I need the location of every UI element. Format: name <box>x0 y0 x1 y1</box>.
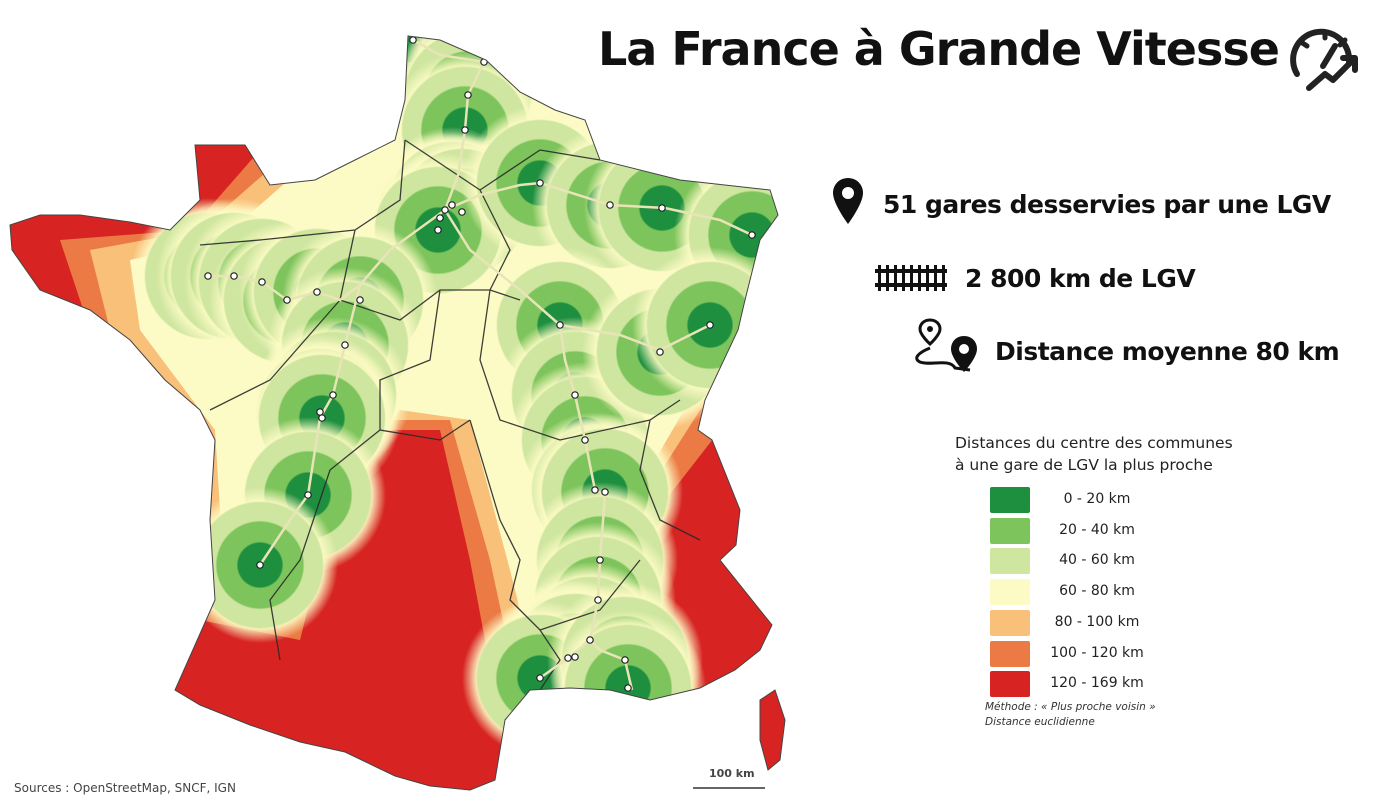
station-marker <box>748 231 756 239</box>
station-marker <box>536 674 544 682</box>
station-marker <box>594 596 602 604</box>
legend-class: 120 - 169 km <box>990 671 1190 698</box>
station-marker <box>441 206 449 214</box>
station-marker <box>356 296 364 304</box>
legend-swatch <box>990 548 1030 575</box>
station-marker <box>258 278 266 286</box>
station-marker <box>283 296 291 304</box>
stat-stations: 51 gares desservies par une LGV <box>883 190 1331 219</box>
legend-title-line2: à une gare de LGV la plus proche <box>955 456 1213 474</box>
scale-label: 100 km <box>709 767 755 780</box>
legend-class: 0 - 20 km <box>990 487 1190 513</box>
legend-swatch <box>990 609 1030 636</box>
station-marker <box>318 414 326 422</box>
method-note: Méthode : « Plus proche voisin » Distanc… <box>985 700 1156 730</box>
legend-class: 40 - 60 km <box>990 548 1190 575</box>
station-marker <box>564 654 572 662</box>
method-line2: Distance euclidienne <box>985 716 1095 728</box>
legend-label: 120 - 169 km <box>1050 675 1144 692</box>
station-marker <box>436 214 444 222</box>
france-map <box>9 35 786 791</box>
stat-lgv-length: 2 800 km de LGV <box>965 264 1196 293</box>
station-marker <box>656 348 664 356</box>
station-marker <box>230 272 238 280</box>
legend-label: 80 - 100 km <box>1054 613 1140 630</box>
speedometer-arrow-icon <box>1290 28 1358 91</box>
legend-class: 20 - 40 km <box>990 517 1190 544</box>
station-marker <box>601 488 609 496</box>
station-marker <box>581 436 589 444</box>
station-marker <box>621 656 629 664</box>
station-marker <box>596 556 604 564</box>
legend-label: 60 - 80 km <box>1059 583 1135 600</box>
station-marker <box>448 201 456 209</box>
station-marker <box>434 226 442 234</box>
station-marker <box>329 391 337 399</box>
station-marker <box>624 684 632 692</box>
station-marker <box>571 391 579 399</box>
legend-class: 80 - 100 km <box>990 609 1190 636</box>
sources-credit: Sources : OpenStreetMap, SNCF, IGN <box>14 781 236 795</box>
station-marker <box>658 204 666 212</box>
legend-swatch <box>990 517 1030 544</box>
station-marker <box>304 491 312 499</box>
station-marker <box>556 321 564 329</box>
station-marker <box>341 341 349 349</box>
station-marker <box>461 126 469 134</box>
station-marker <box>464 91 472 99</box>
station-marker <box>313 288 321 296</box>
station-marker <box>458 208 466 216</box>
legend-swatch <box>990 671 1030 698</box>
map-pin-icon <box>833 178 863 224</box>
stat-mean-distance: Distance moyenne 80 km <box>995 337 1340 366</box>
legend-label: 100 - 120 km <box>1050 644 1144 661</box>
legend-swatch <box>990 579 1030 606</box>
scale-bar <box>693 787 765 789</box>
station-marker <box>586 636 594 644</box>
railway-track-icon <box>875 265 947 291</box>
legend-label: 40 - 60 km <box>1059 552 1135 569</box>
station-marker <box>706 321 714 329</box>
station-marker <box>571 653 579 661</box>
legend-class: 100 - 120 km <box>990 640 1190 667</box>
legend-label: 20 - 40 km <box>1059 521 1135 538</box>
station-marker <box>536 179 544 187</box>
page-title: La France à Grande Vitesse <box>598 22 1280 76</box>
legend-title-line1: Distances du centre des communes <box>955 434 1233 452</box>
legend-class: 60 - 80 km <box>990 579 1190 606</box>
corsica-island <box>759 689 786 771</box>
station-marker <box>256 561 264 569</box>
legend-swatch <box>990 640 1030 667</box>
station-marker <box>409 36 417 44</box>
legend-swatch <box>990 487 1030 513</box>
legend-title: Distances du centre des communes à une g… <box>955 432 1233 476</box>
station-marker <box>606 201 614 209</box>
method-line1: Méthode : « Plus proche voisin » <box>985 701 1156 713</box>
station-marker <box>204 272 212 280</box>
legend-label: 0 - 20 km <box>1063 491 1131 507</box>
station-marker <box>591 486 599 494</box>
route-pin-icon <box>915 318 977 372</box>
